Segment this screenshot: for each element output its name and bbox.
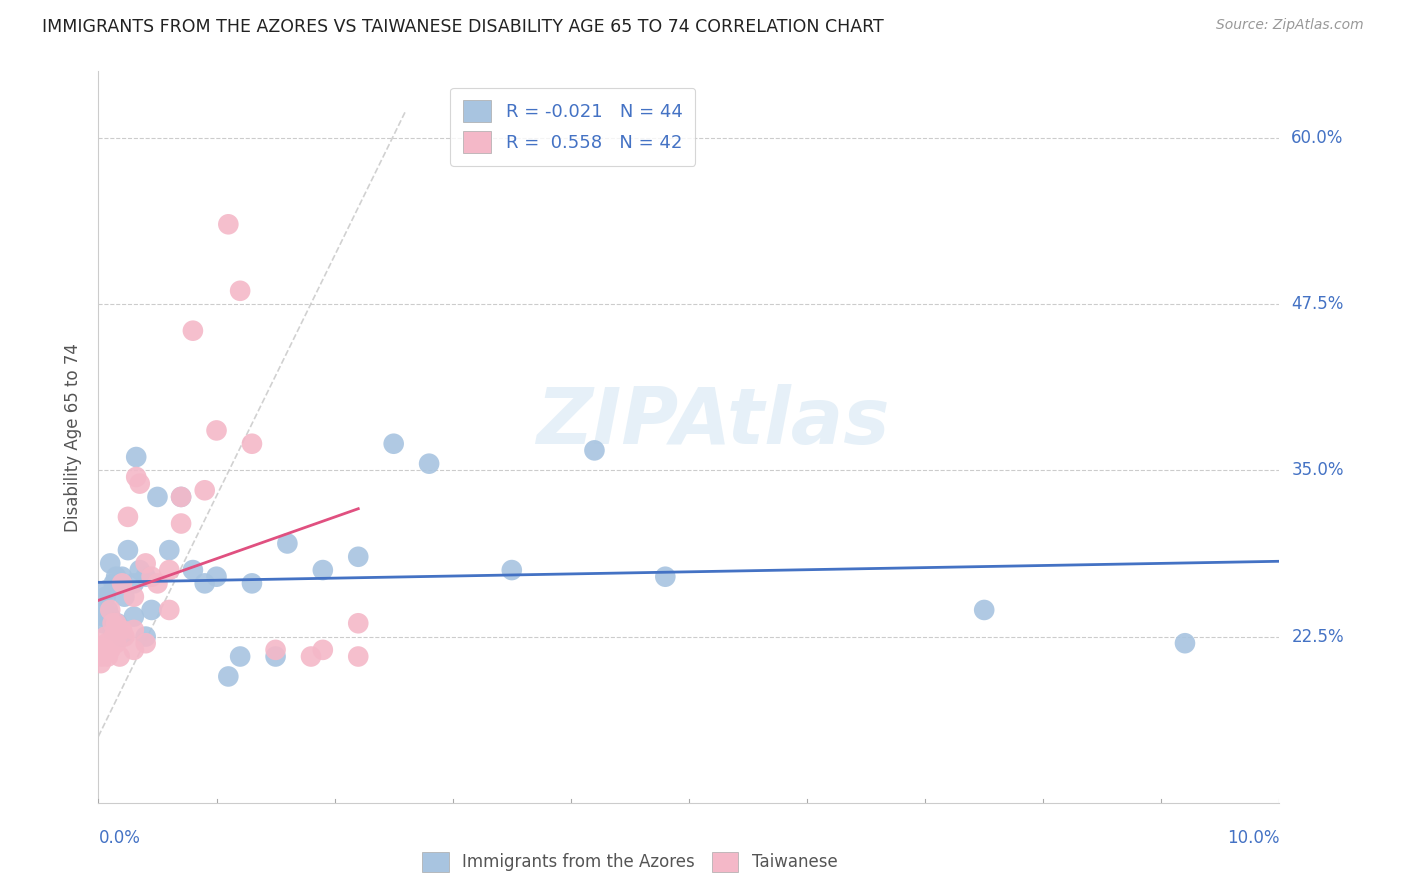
Point — [583, 443, 606, 458]
Point — [157, 603, 180, 617]
Point — [217, 669, 239, 683]
Point — [170, 490, 193, 504]
Point — [418, 457, 440, 471]
Point — [264, 643, 287, 657]
Point — [98, 609, 121, 624]
Text: 35.0%: 35.0% — [1291, 461, 1344, 479]
Point — [105, 616, 128, 631]
Point — [98, 603, 121, 617]
Point — [240, 576, 263, 591]
Point — [117, 509, 139, 524]
Text: Source: ZipAtlas.com: Source: ZipAtlas.com — [1216, 18, 1364, 32]
Text: 10.0%: 10.0% — [1227, 829, 1279, 847]
Point — [91, 649, 114, 664]
Point — [93, 609, 115, 624]
Point — [135, 636, 157, 650]
Point — [122, 623, 145, 637]
Point — [97, 649, 120, 664]
Point — [128, 476, 150, 491]
Point — [1174, 636, 1197, 650]
Point — [111, 623, 134, 637]
Point — [146, 490, 169, 504]
Text: 0.0%: 0.0% — [98, 829, 141, 847]
Point — [347, 549, 370, 564]
Point — [194, 576, 217, 591]
Point — [96, 582, 118, 597]
Point — [170, 490, 193, 504]
Point — [112, 590, 135, 604]
Point — [111, 576, 134, 591]
Point — [135, 630, 157, 644]
Point — [229, 649, 252, 664]
Text: 60.0%: 60.0% — [1291, 128, 1344, 147]
Point — [299, 649, 322, 664]
Point — [90, 656, 112, 670]
Point — [93, 643, 115, 657]
Point — [125, 470, 148, 484]
Point — [101, 623, 124, 637]
Point — [170, 516, 193, 531]
Point — [205, 570, 228, 584]
Point — [973, 603, 995, 617]
Text: 47.5%: 47.5% — [1291, 295, 1344, 313]
Point — [122, 609, 145, 624]
Point — [105, 616, 128, 631]
Point — [125, 450, 148, 464]
Point — [347, 616, 370, 631]
Point — [91, 603, 114, 617]
Point — [654, 570, 676, 584]
Y-axis label: Disability Age 65 to 74: Disability Age 65 to 74 — [65, 343, 83, 532]
Point — [91, 643, 114, 657]
Point — [264, 649, 287, 664]
Point — [229, 284, 252, 298]
Point — [501, 563, 523, 577]
Point — [347, 649, 370, 664]
Point — [94, 630, 117, 644]
Point — [194, 483, 217, 498]
Point — [117, 543, 139, 558]
Point — [382, 436, 405, 450]
Legend: Immigrants from the Azores, Taiwanese: Immigrants from the Azores, Taiwanese — [416, 845, 844, 879]
Point — [105, 570, 128, 584]
Point — [105, 636, 128, 650]
Text: IMMIGRANTS FROM THE AZORES VS TAIWANESE DISABILITY AGE 65 TO 74 CORRELATION CHAR: IMMIGRANTS FROM THE AZORES VS TAIWANESE … — [42, 18, 884, 36]
Point — [94, 590, 117, 604]
Point — [146, 576, 169, 591]
Point — [157, 563, 180, 577]
Point — [103, 630, 125, 644]
Point — [217, 217, 239, 231]
Text: 22.5%: 22.5% — [1291, 628, 1344, 646]
Point — [122, 590, 145, 604]
Point — [157, 543, 180, 558]
Point — [135, 570, 157, 584]
Point — [98, 557, 121, 571]
Point — [101, 616, 124, 631]
Point — [91, 616, 114, 631]
Point — [103, 576, 125, 591]
Point — [112, 630, 135, 644]
Point — [181, 324, 204, 338]
Point — [141, 570, 163, 584]
Point — [97, 603, 120, 617]
Point — [122, 576, 145, 591]
Point — [111, 570, 134, 584]
Point — [276, 536, 298, 550]
Point — [312, 643, 335, 657]
Point — [108, 576, 131, 591]
Point — [141, 603, 163, 617]
Point — [181, 563, 204, 577]
Point — [205, 424, 228, 438]
Point — [122, 643, 145, 657]
Point — [128, 563, 150, 577]
Point — [108, 649, 131, 664]
Point — [240, 436, 263, 450]
Point — [312, 563, 335, 577]
Text: ZIPAtlas: ZIPAtlas — [536, 384, 890, 460]
Point — [135, 557, 157, 571]
Point — [98, 643, 121, 657]
Point — [111, 630, 134, 644]
Point — [96, 636, 118, 650]
